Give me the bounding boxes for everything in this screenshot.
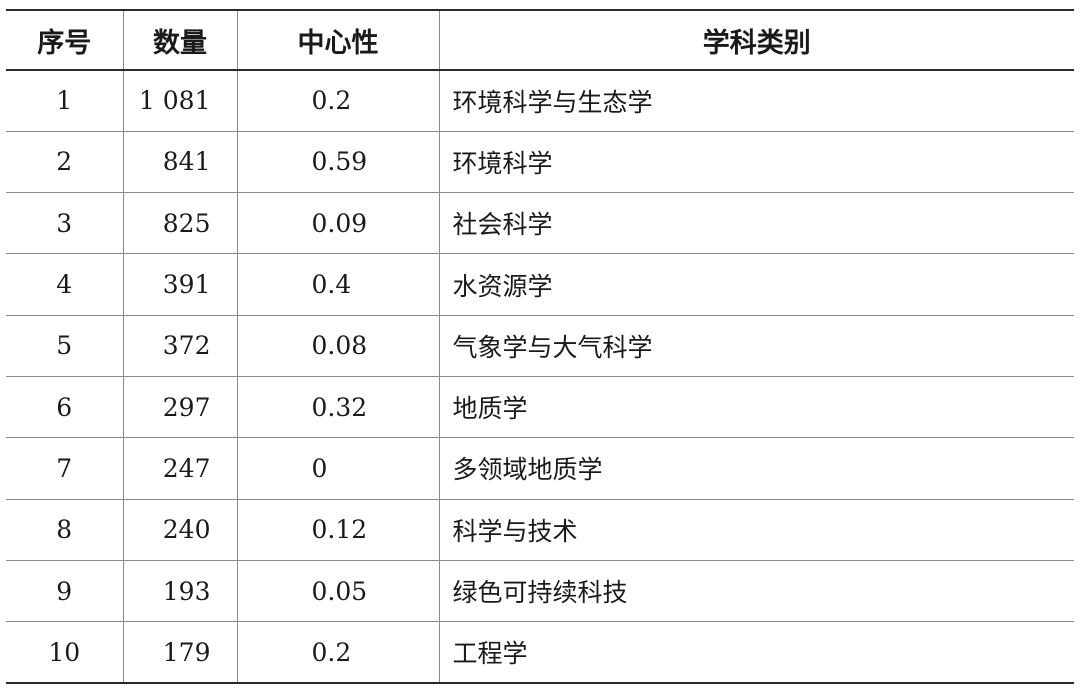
header-index: 序号 xyxy=(37,27,92,59)
row-index: 3 xyxy=(56,208,73,238)
row-subject: 气象学与大气科学 xyxy=(438,315,1074,377)
row-centrality: 0.4 xyxy=(236,253,439,316)
row-count: 372 xyxy=(122,315,237,377)
row-centrality: 0.12 xyxy=(236,499,439,561)
row-count: 1 081 xyxy=(122,70,237,132)
row-subject: 环境科学 xyxy=(438,131,1074,193)
header-centrality: 中心性 xyxy=(236,10,439,70)
row-count: 240 xyxy=(122,499,237,561)
row-index: 4 xyxy=(56,270,73,300)
header-count: 数量 xyxy=(122,10,237,70)
row-centrality: 0.59 xyxy=(236,131,439,193)
row-index: 5 xyxy=(56,331,73,361)
table-row: 8 240 0.12 科学与技术 xyxy=(6,499,1074,561)
row-count: 391 xyxy=(122,253,237,316)
row-count: 179 xyxy=(122,621,237,683)
row-index: 8 xyxy=(56,515,73,545)
row-subject: 工程学 xyxy=(438,621,1074,683)
row-index: 7 xyxy=(56,453,73,483)
row-index: 2 xyxy=(56,147,73,177)
row-index: 6 xyxy=(56,392,73,422)
row-count: 247 xyxy=(122,437,237,500)
row-subject: 水资源学 xyxy=(438,253,1074,316)
row-subject: 绿色可持续科技 xyxy=(438,560,1074,622)
row-index: 9 xyxy=(56,576,73,606)
row-subject: 地质学 xyxy=(438,376,1074,438)
row-subject: 社会科学 xyxy=(438,192,1074,254)
row-count: 193 xyxy=(122,560,237,622)
row-subject: 科学与技术 xyxy=(438,499,1074,561)
table-row: 4 391 0.4 水资源学 xyxy=(6,253,1074,316)
table-row: 9 193 0.05 绿色可持续科技 xyxy=(6,560,1074,622)
row-subject: 环境科学与生态学 xyxy=(438,70,1074,132)
row-centrality: 0.08 xyxy=(236,315,439,377)
header-subject: 学科类别 xyxy=(438,10,1074,70)
row-centrality: 0 xyxy=(236,437,439,500)
table-row: 3 825 0.09 社会科学 xyxy=(6,192,1074,254)
table-row: 5 372 0.08 气象学与大气科学 xyxy=(6,315,1074,377)
row-count: 825 xyxy=(122,192,237,254)
row-count: 841 xyxy=(122,131,237,193)
table-row: 1 1 081 0.2 环境科学与生态学 xyxy=(6,70,1074,132)
row-subject: 多领域地质学 xyxy=(438,437,1074,500)
row-centrality: 0.09 xyxy=(236,192,439,254)
row-centrality: 0.2 xyxy=(236,621,439,683)
row-index: 10 xyxy=(48,637,81,667)
row-centrality: 0.2 xyxy=(236,70,439,132)
table-row: 7 247 0 多领域地质学 xyxy=(6,437,1074,500)
row-centrality: 0.05 xyxy=(236,560,439,622)
table-header: 序号 数量 中心性 学科类别 xyxy=(6,10,1074,70)
table-row: 6 297 0.32 地质学 xyxy=(6,376,1074,438)
row-index: 1 xyxy=(56,86,73,116)
table-row: 2 841 0.59 环境科学 xyxy=(6,131,1074,193)
table-row: 10 179 0.2 工程学 xyxy=(6,621,1074,683)
row-centrality: 0.32 xyxy=(236,376,439,438)
header-row: 序号 数量 中心性 学科类别 xyxy=(6,10,1074,70)
row-count: 297 xyxy=(122,376,237,438)
